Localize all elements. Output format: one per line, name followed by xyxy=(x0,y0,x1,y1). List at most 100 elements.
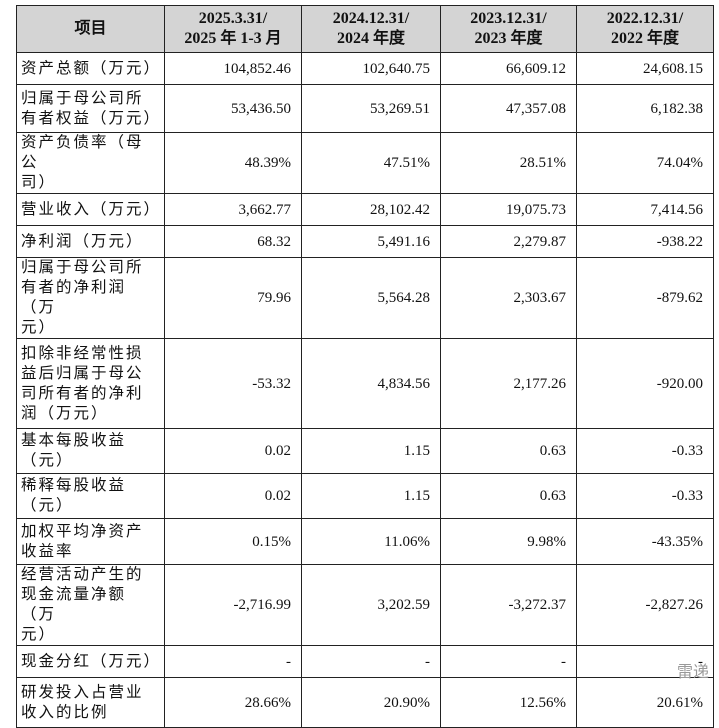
label-text: 司） xyxy=(21,174,57,191)
label-text: （元） xyxy=(21,497,74,514)
table-row: 现金分红（万元） - - - - xyxy=(16,645,714,678)
label-text: 资产总额（万元） xyxy=(21,59,162,77)
label-text: 现金分红（万元） xyxy=(21,652,162,670)
row-label: 扣除非经常性损 益后归属于母公 司所有者的净利 润（万元） xyxy=(16,338,165,429)
value-cell: -3,272.37 xyxy=(440,564,577,646)
value-cell: 7,414.56 xyxy=(576,193,714,226)
label-text: 益后归属于母公 xyxy=(21,364,144,382)
row-label: 基本每股收益 （元） xyxy=(16,428,165,474)
header-cell: 2025.3.31/2025 年 1-3 月 xyxy=(164,5,302,53)
header-text: 2023 年度 xyxy=(474,30,543,47)
value-cell: 28.66% xyxy=(164,677,302,728)
row-label: 归属于母公司所 有者的净利润（万 元） xyxy=(16,257,165,339)
value-cell: 0.02 xyxy=(164,473,302,519)
header-text: 2024 年度 xyxy=(336,30,405,47)
value-cell: 79.96 xyxy=(164,257,302,339)
value-cell: 12.56% xyxy=(440,677,577,728)
value-cell: 1.15 xyxy=(301,473,441,519)
header-text: 2025 年 1-3 月 xyxy=(184,30,282,47)
label-text: 润（万元） xyxy=(21,404,109,422)
label-text: 司所有者的净利 xyxy=(21,384,144,402)
value-cell: 68.32 xyxy=(164,225,302,258)
value-cell: -2,716.99 xyxy=(164,564,302,646)
value-cell: 104,852.46 xyxy=(164,52,302,85)
header-row: 项目 2025.3.31/2025 年 1-3 月 2024.12.31/2024 … xyxy=(16,5,714,53)
value-cell: 2,303.67 xyxy=(440,257,577,339)
value-cell: 1.15 xyxy=(301,428,441,474)
value-cell: 9.98% xyxy=(440,518,577,565)
label-text: 归属于母公司所 xyxy=(21,89,144,107)
header-text: 2022 年度 xyxy=(610,30,679,47)
row-label: 资产负债率（母公司） xyxy=(16,132,165,194)
header-cell: 2024.12.31/2024 年度 xyxy=(301,5,441,53)
row-label: 资产总额（万元） xyxy=(16,52,165,85)
label-text: 经营活动产生的 xyxy=(21,566,144,583)
value-cell: -920.00 xyxy=(576,338,714,429)
value-cell: - xyxy=(164,645,302,678)
value-cell: 102,640.75 xyxy=(301,52,441,85)
label-text: 元） xyxy=(21,626,57,643)
label-text: 资产负债率（母公 xyxy=(21,134,144,171)
value-cell: -0.33 xyxy=(576,428,714,474)
header-text: 项目 xyxy=(74,20,107,37)
label-text: 加权平均净资产 xyxy=(21,522,144,540)
value-cell: 53,436.50 xyxy=(164,84,302,133)
row-label: 归属于母公司所 有者权益（万元） xyxy=(16,84,165,133)
value-cell: 4,834.56 xyxy=(301,338,441,429)
table-row: 稀释每股收益 （元） 0.02 1.15 0.63 -0.33 xyxy=(16,473,714,519)
label-text: （元） xyxy=(21,452,74,469)
value-cell: 20.90% xyxy=(301,677,441,728)
value-cell: 47,357.08 xyxy=(440,84,577,133)
row-label: 净利润（万元） xyxy=(16,225,165,258)
label-text: 基本每股收益 xyxy=(21,432,127,449)
label-text: 扣除非经常性损 xyxy=(21,344,144,362)
row-label: 加权平均净资产 收益率 xyxy=(16,518,165,565)
value-cell: 5,491.16 xyxy=(301,225,441,258)
header-text: 2024.12.31/ xyxy=(332,10,410,27)
value-cell: 6,182.38 xyxy=(576,84,714,133)
row-label: 经营活动产生的现金流量净额（万元） xyxy=(16,564,165,646)
label-text: 现金流量净额（万 xyxy=(21,586,127,623)
value-cell: 66,609.12 xyxy=(440,52,577,85)
value-cell: 0.63 xyxy=(440,473,577,519)
header-text: 2023.12.31/ xyxy=(470,10,547,27)
value-cell: -0.33 xyxy=(576,473,714,519)
page: 项目 2025.3.31/2025 年 1-3 月 2024.12.31/2024 … xyxy=(16,5,714,728)
header-cell: 项目 xyxy=(16,5,165,53)
value-cell: 5,564.28 xyxy=(301,257,441,339)
row-label: 营业收入（万元） xyxy=(16,193,165,226)
header-text: 2025.3.31/ xyxy=(198,10,268,27)
label-text: 收益率 xyxy=(21,542,74,560)
table-row: 加权平均净资产 收益率 0.15% 11.06% 9.98% -43.35% xyxy=(16,518,714,565)
value-cell: -2,827.26 xyxy=(576,564,714,646)
row-label: 现金分红（万元） xyxy=(16,645,165,678)
value-cell: 28,102.42 xyxy=(301,193,441,226)
value-cell: 20.61% xyxy=(576,677,714,728)
value-cell: 0.15% xyxy=(164,518,302,565)
value-cell: 3,662.77 xyxy=(164,193,302,226)
value-cell: -53.32 xyxy=(164,338,302,429)
value-cell: 53,269.51 xyxy=(301,84,441,133)
label-text: 营业收入（万元） xyxy=(21,200,162,218)
label-text: 归属于母公司所 xyxy=(21,259,144,276)
label-text: 收入的比例 xyxy=(21,703,109,721)
value-cell: 0.63 xyxy=(440,428,577,474)
table-row: 归属于母公司所 有者的净利润（万 元） 79.96 5,564.28 2,303.67 -8… xyxy=(16,257,714,339)
label-text: 净利润（万元） xyxy=(21,232,144,250)
financial-table: 项目 2025.3.31/2025 年 1-3 月 2024.12.31/2024 … xyxy=(16,5,714,728)
value-cell: - xyxy=(301,645,441,678)
value-cell: 19,075.73 xyxy=(440,193,577,226)
value-cell: -43.35% xyxy=(576,518,714,565)
value-cell: 74.04% xyxy=(576,132,714,194)
value-cell: -938.22 xyxy=(576,225,714,258)
value-cell: 28.51% xyxy=(440,132,577,194)
table-row: 研发投入占营业 收入的比例 28.66% 20.90% 12.56% 20.61% xyxy=(16,677,714,728)
table-body: 资产总额（万元） 104,852.46 102,640.75 66,609.12 24,… xyxy=(16,52,714,728)
header-cell: 2022.12.31/2022 年度 xyxy=(576,5,714,53)
row-label: 研发投入占营业 收入的比例 xyxy=(16,677,165,728)
value-cell: 2,177.26 xyxy=(440,338,577,429)
row-label: 稀释每股收益 （元） xyxy=(16,473,165,519)
value-cell: 48.39% xyxy=(164,132,302,194)
label-text: 稀释每股收益 xyxy=(21,477,127,494)
table-row: 基本每股收益 （元） 0.02 1.15 0.63 -0.33 xyxy=(16,428,714,474)
